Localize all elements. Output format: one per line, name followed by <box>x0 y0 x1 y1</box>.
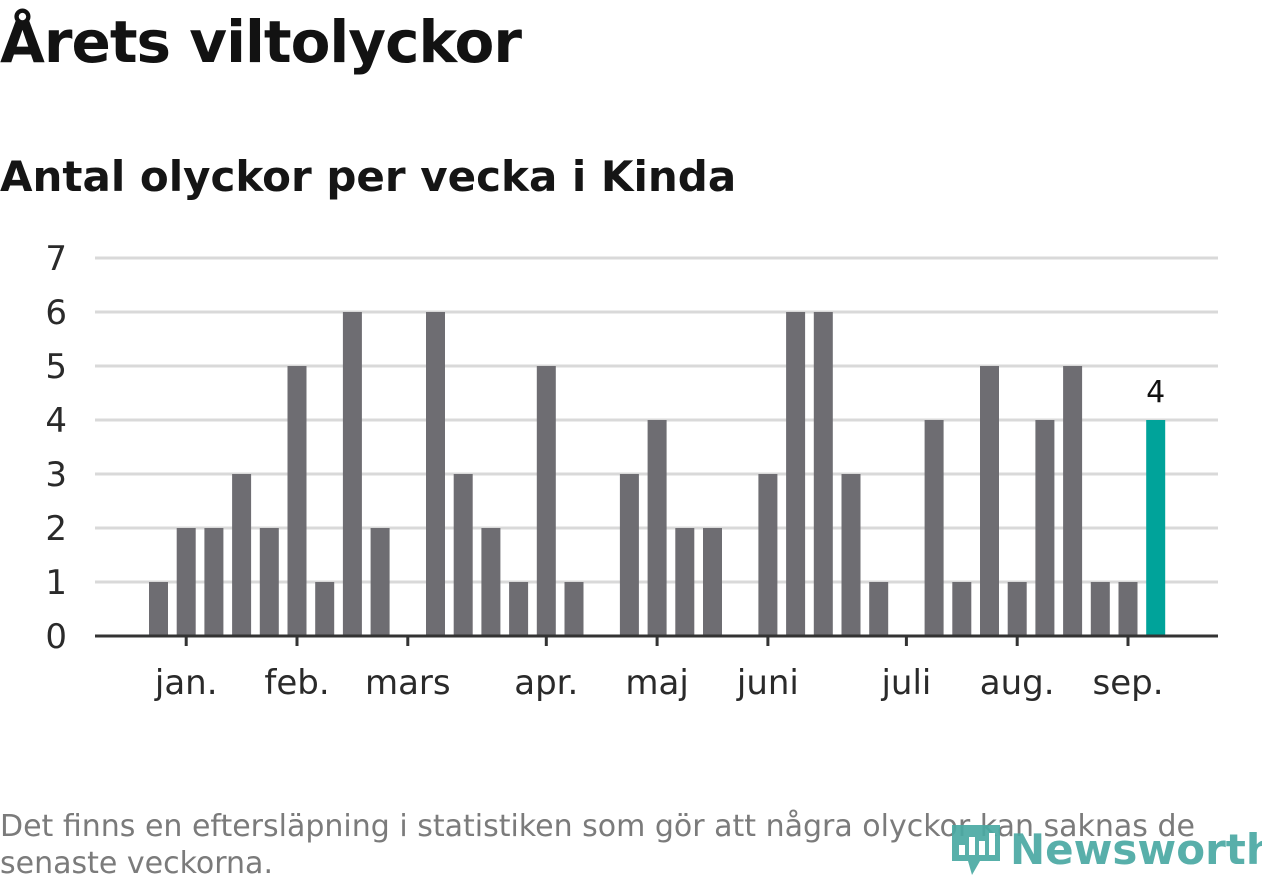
bar <box>924 420 944 636</box>
bar <box>287 366 307 636</box>
x-tick-label: jan. <box>154 663 218 703</box>
bar <box>980 366 999 636</box>
bar <box>619 474 639 636</box>
chart-subtitle: Antal olyckor per vecka i Kinda <box>0 152 737 201</box>
bar <box>259 528 279 636</box>
data-labels: 4 <box>1146 375 1165 410</box>
bar <box>370 528 390 636</box>
x-tick-label: apr. <box>514 663 578 703</box>
x-tick-label: mars <box>365 663 451 703</box>
y-tick-label: 7 <box>45 239 67 279</box>
x-tick-label: maj <box>625 663 688 703</box>
bar <box>1007 582 1027 636</box>
y-tick-label: 1 <box>45 563 67 603</box>
y-tick-label: 4 <box>45 401 67 441</box>
newsworthy-logo: Newsworthy <box>950 818 1262 880</box>
bar <box>149 582 168 636</box>
chart-title: Årets viltolyckor <box>0 8 522 76</box>
logo-text: Newsworthy <box>1010 824 1262 874</box>
x-tick-label: aug. <box>980 663 1055 703</box>
bar <box>453 474 473 636</box>
bar <box>1035 420 1055 636</box>
x-tick-label: sep. <box>1092 663 1163 703</box>
bars <box>149 312 1166 636</box>
y-tick-label: 3 <box>45 455 67 495</box>
bar <box>1090 582 1110 636</box>
bar <box>232 474 252 636</box>
y-tick-label: 2 <box>45 509 67 549</box>
bar <box>786 312 806 636</box>
bar <box>564 582 584 636</box>
bar <box>315 582 335 636</box>
x-tick-label: juni <box>736 663 799 703</box>
bar <box>869 582 889 636</box>
bar <box>1118 582 1138 636</box>
y-tick-label: 5 <box>45 347 67 387</box>
bar <box>703 528 722 636</box>
bar <box>536 366 556 636</box>
bar <box>813 312 833 636</box>
y-tick-label: 0 <box>45 617 67 657</box>
bar-highlight <box>1146 420 1166 636</box>
bar <box>342 312 362 636</box>
bar <box>509 582 529 636</box>
y-tick-label: 6 <box>45 293 67 333</box>
newsworthy-logo-icon <box>952 825 1000 875</box>
x-axis-ticks: jan. feb. mars apr. maj juni juli aug. sep. <box>154 636 1164 703</box>
x-tick-label: feb. <box>264 663 329 703</box>
bar <box>204 528 224 636</box>
bar <box>841 474 861 636</box>
bar <box>952 582 972 636</box>
bar <box>647 420 667 636</box>
bar <box>426 312 445 636</box>
bar <box>675 528 695 636</box>
bar <box>758 474 778 636</box>
bar <box>481 528 501 636</box>
bar <box>176 528 196 636</box>
x-tick-label: juli <box>880 663 931 703</box>
highlight-value-label: 4 <box>1146 375 1165 410</box>
y-axis-ticks: 0 1 2 3 4 5 6 7 <box>45 239 67 657</box>
bar-chart: 0 1 2 3 4 5 6 7 jan. feb. mars apr. maj juni juli aug.… <box>45 239 1218 703</box>
bar <box>1063 366 1083 636</box>
